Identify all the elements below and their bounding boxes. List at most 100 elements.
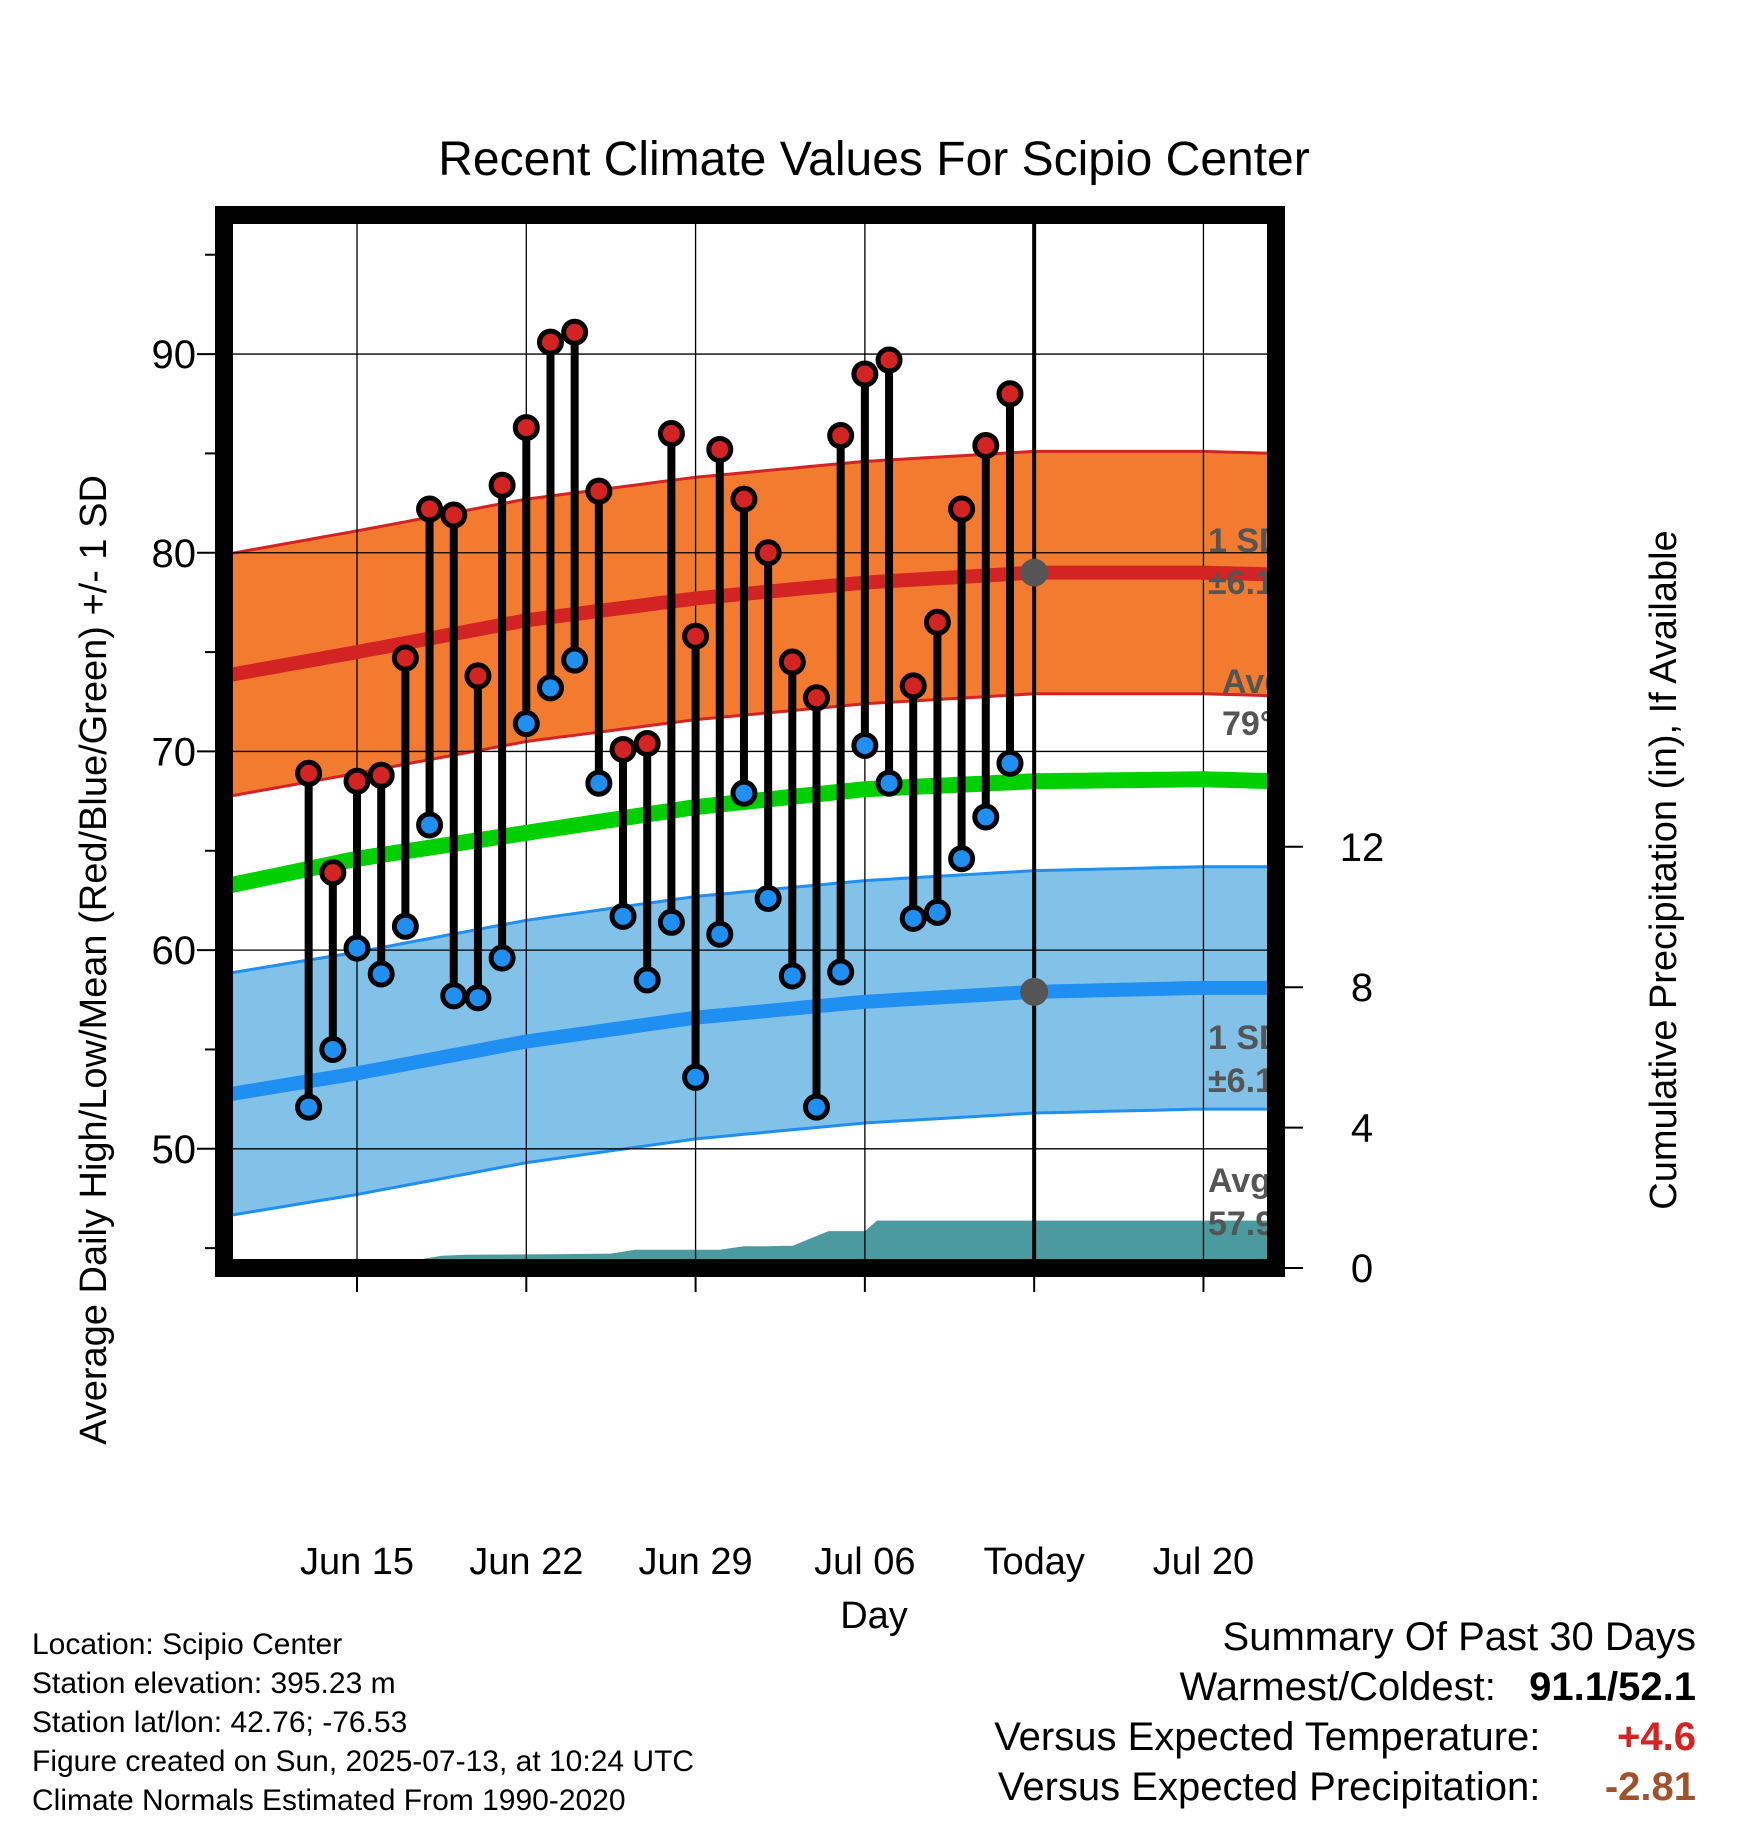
window-label-unit: Days [1203,1428,1284,1466]
summary-temp: Versus Expected Temperature: +4.6 [994,1712,1696,1762]
daily-low-point [367,960,395,988]
created-text: Figure created on Sun, 2025-07-13, at 10… [32,1745,695,1778]
y-axis-label-left: Average Daily High/Low/Mean (Red/Blue/Gr… [73,475,115,1445]
daily-low-point [996,749,1024,777]
daily-low-point [803,1093,831,1121]
daily-high-point [827,422,855,450]
high-sd-upper-edge [224,449,1276,557]
temp-value: +4.6 [1617,1715,1696,1759]
y-tick-label-right: 0 [1351,1247,1373,1291]
plot-frame [215,206,1285,1277]
y-tick-label-left: 80 [152,532,197,576]
daily-low-point [778,962,806,990]
low-avg-value: 57.9°F [1208,1205,1309,1243]
low-sd-lower-edge [224,1107,1276,1218]
x-tick-label: Jun 22 [469,1541,583,1583]
daily-high-point [948,495,976,523]
daily-high-point [972,431,1000,459]
daily-high-point [875,346,903,374]
x-tick-label: Jun 29 [639,1541,753,1583]
today-high-avg-dot [1020,558,1049,587]
today-low-avg-dot [1020,977,1049,1006]
daily-high-point [754,539,782,567]
summary-extremes: Warmest/Coldest: 91.1/52.1 [994,1662,1696,1712]
latlon-text: Station lat/lon: 42.76; -76.53 [32,1706,408,1739]
daily-low-point [391,912,419,940]
precip-label: Versus Expected Precipitation: [997,1765,1541,1809]
daily-high-point [803,684,831,712]
daily-low-point [319,1035,347,1063]
normals-text: Climate Normals Estimated From 1990-2020 [32,1784,626,1817]
daily-low-point [440,982,468,1010]
daily-low-point [754,884,782,912]
x-axis-label: Day [840,1595,908,1637]
y-tick-label-right: 12 [1340,826,1385,870]
daily-low-point [875,769,903,797]
y-tick-label-right: 8 [1351,966,1373,1010]
precip-value: -2.81 [1604,1765,1696,1809]
daily-high-point [996,380,1024,408]
daily-low-point [609,902,637,930]
daily-high-point [464,662,492,690]
daily-high-point [682,622,710,650]
window-label-count: 30 [1203,1384,1241,1422]
high-avg-label: Avg: [1222,663,1296,701]
y-tick-label-left: 90 [152,333,197,377]
daily-low-point [706,920,734,948]
low-avg-label: Avg: [1208,1162,1282,1200]
x-tick-label: Today [983,1541,1084,1583]
location-text: Location: Scipio Center [32,1628,343,1661]
daily-low-point [561,646,589,674]
extremes-value: 91.1/52.1 [1529,1665,1696,1709]
extremes-label: Warmest/Coldest: [1179,1665,1496,1709]
daily-low-point [464,984,492,1012]
elevation-text: Station elevation: 395.23 m [32,1667,396,1700]
daily-high-point [343,767,371,795]
daily-low-point [730,779,758,807]
temp-label: Versus Expected Temperature: [994,1715,1541,1759]
avg-low-line [224,980,1276,1103]
daily-high-point [923,608,951,636]
y-tick-label-right: 4 [1351,1107,1373,1151]
y-tick-label-left: 70 [152,730,197,774]
daily-high-point [319,859,347,887]
daily-high-point [899,672,927,700]
daily-low-point [343,934,371,962]
summary-panel: Summary Of Past 30 Days Warmest/Coldest:… [994,1612,1696,1812]
daily-high-point [416,495,444,523]
summary-heading: Summary Of Past 30 Days [1222,1615,1696,1659]
daily-high-point [488,471,516,499]
low-sd-label: 1 SD: [1208,1019,1295,1057]
daily-high-point [391,644,419,672]
daily-low-point [488,944,516,972]
daily-low-point [633,966,661,994]
daily-low-point [923,898,951,926]
daily-low-point [295,1093,323,1121]
daily-high-point [851,360,879,388]
daily-low-point [512,710,540,738]
high-sd-label: 1 SD: [1208,522,1295,560]
y-tick-label-left: 60 [152,929,197,973]
precipitation-area [224,1220,1276,1268]
daily-high-point [295,759,323,787]
daily-low-point [948,845,976,873]
daily-low-point [827,958,855,986]
daily-high-point [730,485,758,513]
chart-title: Recent Climate Values For Scipio Center [438,133,1309,186]
daily-high-point [367,761,395,789]
x-tick-label: Jul 20 [1153,1541,1254,1583]
daily-high-point [706,435,734,463]
daily-high-point [536,328,564,356]
low-sd-band [224,866,1276,1217]
y-axis-label-right: Cumulative Precipitation (in), If Availa… [1643,530,1685,1209]
daily-high-point [657,420,685,448]
daily-low-point [972,803,1000,831]
daily-low-point [416,811,444,839]
daily-high-point [609,735,637,763]
y-tick-label-left: 50 [152,1128,197,1172]
low-sd-value: ±6.1°F [1208,1062,1308,1100]
daily-high-point [778,648,806,676]
x-tick-label: Jun 15 [300,1541,414,1583]
